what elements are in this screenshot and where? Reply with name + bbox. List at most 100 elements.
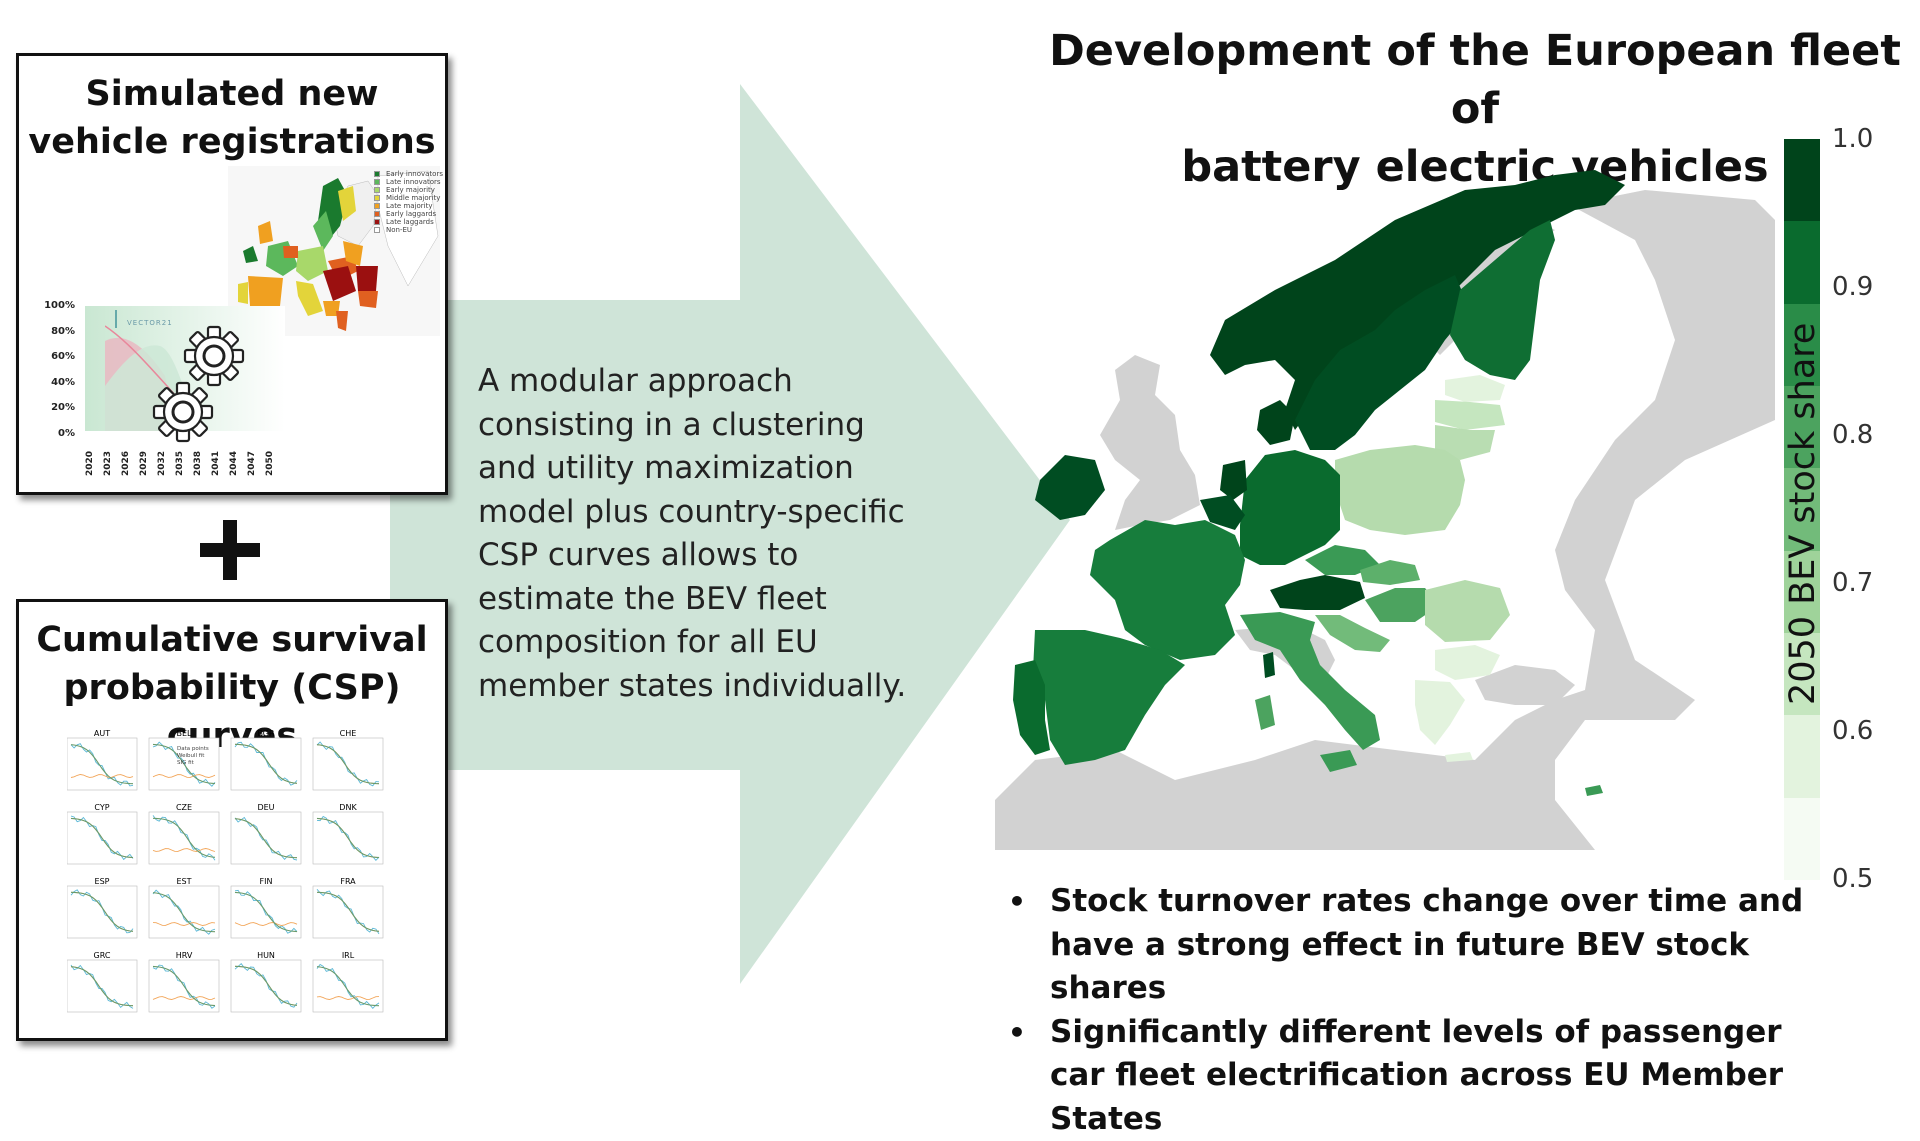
subplot-title: FRA [340, 877, 356, 886]
legend-label: Non-EU [386, 226, 412, 234]
legend-swatch [374, 187, 380, 193]
csp-subplot: AUT [67, 729, 137, 790]
subplot-title: BEL [177, 729, 193, 738]
subplot-title: HRV [176, 951, 193, 960]
colorbar-tick-label: 0.9 [1832, 272, 1873, 302]
non-eu-uk [1100, 355, 1200, 530]
country-sardinia [1255, 695, 1275, 730]
csp-subplot: HUN [231, 951, 301, 1012]
x-tick-label: 2029 [139, 451, 149, 476]
registrations-title: Simulated new vehicle registrations [19, 70, 445, 166]
csp-subplot: ESP [67, 877, 137, 938]
legend-label: Late innovators [386, 178, 441, 186]
legend-label: Early laggards [386, 210, 436, 218]
subplot-title: CYP [94, 803, 109, 812]
csp-subplot: CHE [313, 729, 383, 790]
finding-item: •Significantly different levels of passe… [1000, 1011, 1820, 1141]
csp-subplot: EST [149, 877, 219, 938]
colorbar-tick-label: 0.8 [1832, 420, 1873, 450]
map-legend-item: Late innovators [374, 178, 443, 186]
x-tick-label: 2050 [265, 451, 275, 476]
x-tick-label: 2047 [247, 451, 257, 476]
legend-label: Early majority [386, 186, 435, 194]
gear-icon [143, 372, 223, 452]
csp-subplot: DNK [313, 803, 383, 864]
subplot-legend-label: Data points [177, 746, 209, 752]
subplot-title: IRL [342, 951, 355, 960]
colorbar-tick-label: 1.0 [1832, 124, 1873, 154]
subplot-title: CHE [340, 729, 357, 738]
country-poland [1335, 445, 1465, 535]
colorbar-tick-label: 0.6 [1832, 716, 1873, 746]
legend-swatch [374, 211, 380, 217]
y-tick-label: 40% [39, 377, 75, 388]
colorbar-step [1784, 715, 1820, 797]
legend-swatch [374, 203, 380, 209]
y-tick-label: 80% [39, 326, 75, 337]
finding-item: •Stock turnover rates change over time a… [1000, 880, 1820, 1011]
map-legend-item: Non-EU [374, 226, 443, 234]
subplot-title: BGR [257, 729, 275, 738]
colorbar-tick-label: 0.5 [1832, 864, 1873, 894]
country-romania [1425, 580, 1510, 642]
country-latvia [1435, 400, 1505, 430]
colorbar-step [1784, 139, 1820, 221]
subplot-title: HUN [257, 951, 275, 960]
x-tick-label: 2041 [211, 451, 221, 476]
map-legend-item: Late majority [374, 202, 443, 210]
x-tick-label: 2032 [157, 451, 167, 476]
csp-subplot: CYP [67, 803, 137, 864]
key-findings: •Stock turnover rates change over time a… [1000, 880, 1820, 1141]
x-tick-label: 2020 [85, 451, 95, 476]
subplot-title: CZE [176, 803, 192, 812]
subplot-legend-label: Weibull fit [177, 753, 205, 759]
map-legend-item: Middle majority [374, 194, 443, 202]
x-tick-label: 2035 [175, 451, 185, 476]
map-legend-item: Early laggards [374, 210, 443, 218]
country-netherlands [1220, 460, 1247, 500]
legend-label: Late laggards [386, 218, 434, 226]
legend-label: Middle majority [386, 194, 440, 202]
y-tick-label: 100% [39, 300, 75, 311]
x-tick-label: 2044 [229, 451, 239, 476]
approach-description: A modular approach consisting in a clust… [478, 360, 918, 708]
csp-panel: Cumulative survival probability (CSP) cu… [16, 599, 448, 1041]
country-germany [1240, 450, 1340, 565]
map-legend-item: Late laggards [374, 218, 443, 226]
map-legend-item: Early innovators [374, 170, 443, 178]
y-tick-label: 60% [39, 351, 75, 362]
legend-label: Late majority [386, 202, 433, 210]
colorbar-label: 2050 BEV stock share [1783, 405, 1823, 705]
csp-subplot: HRV [149, 951, 219, 1012]
y-tick-label: 0% [39, 428, 75, 439]
csp-subplot: FIN [231, 877, 301, 938]
x-tick-label: 2038 [193, 451, 203, 476]
registrations-panel: Simulated new vehicle registrations Earl… [16, 53, 448, 495]
csp-subplot: BGR [231, 729, 301, 790]
legend-label: Early innovators [386, 170, 443, 178]
colorbar-step [1784, 221, 1820, 303]
colorbar-step [1784, 798, 1820, 880]
country-corsica [1263, 652, 1275, 678]
subplot-title: EST [176, 877, 191, 886]
subplot-title: DEU [257, 803, 274, 812]
x-tick-label: 2023 [103, 451, 113, 476]
country-austria [1270, 575, 1365, 610]
colorbar-tick-label: 0.7 [1832, 568, 1873, 598]
country-ireland [1035, 455, 1105, 520]
csp-subplot: DEU [231, 803, 301, 864]
country-cyprus [1585, 785, 1603, 796]
subplot-legend-label: SIG fit [177, 760, 195, 766]
legend-swatch [374, 227, 380, 233]
legend-swatch [374, 195, 380, 201]
csp-subplot: CZE [149, 803, 219, 864]
legend-swatch [374, 171, 380, 177]
csp-subplot: FRA [313, 877, 383, 938]
csp-subplot: IRL [313, 951, 383, 1012]
x-tick-label: 2026 [121, 451, 131, 476]
subplot-title: ESP [95, 877, 110, 886]
legend-swatch [374, 179, 380, 185]
legend-swatch [374, 219, 380, 225]
